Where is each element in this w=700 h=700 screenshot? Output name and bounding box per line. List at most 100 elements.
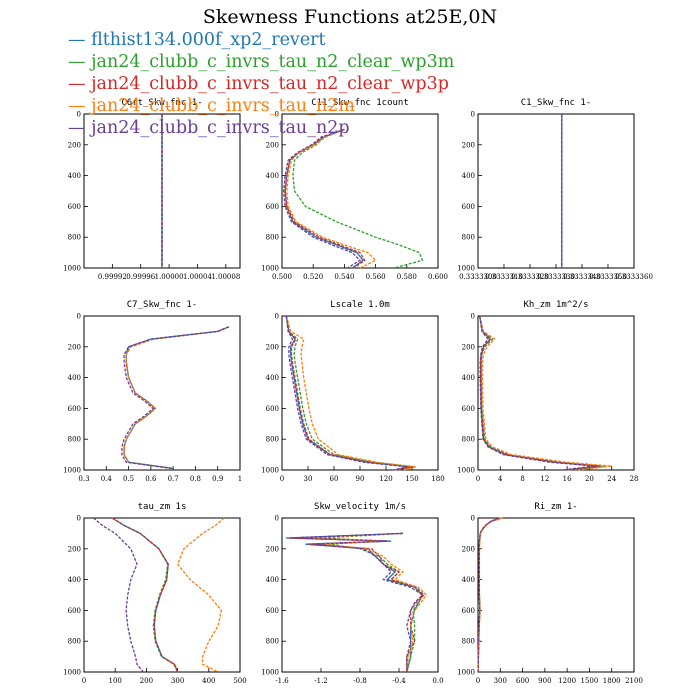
y-tick-label: 200 (68, 545, 81, 553)
series-line (477, 517, 500, 673)
x-tick-label: 0.500 (272, 273, 292, 281)
x-tick-label: 0.8 (190, 475, 201, 483)
y-tick-label: 200 (462, 545, 475, 553)
y-tick-label: 400 (266, 576, 279, 584)
y-tick-label: 1000 (457, 669, 475, 677)
y-tick-label: 1000 (261, 265, 279, 273)
series-line (477, 517, 502, 673)
y-tick-label: 800 (266, 638, 279, 646)
y-tick-label: 200 (68, 141, 81, 149)
series-line (477, 517, 502, 673)
page-title: Skewness Functions at25E,0N (202, 6, 498, 28)
y-tick-label: 800 (68, 638, 81, 646)
x-tick-label: 200 (140, 677, 153, 685)
y-tick-label: 200 (266, 545, 279, 553)
x-tick-label: 300 (171, 677, 184, 685)
x-tick-label: 0.3333340 (563, 273, 601, 281)
legend-label: flthist134.000f_xp2_revert (91, 30, 326, 50)
y-tick-label: 600 (462, 607, 475, 615)
x-tick-label: 0.600 (428, 273, 448, 281)
legend-swatch: — (68, 96, 92, 116)
y-tick-label: 800 (266, 436, 279, 444)
y-tick-label: 1000 (261, 467, 279, 475)
y-tick-label: 800 (68, 234, 81, 242)
series-line (282, 128, 362, 269)
x-tick-label: -1.2 (314, 677, 328, 685)
y-tick-label: 0 (275, 111, 279, 119)
y-tick-label: 200 (266, 343, 279, 351)
series-line (176, 517, 225, 673)
plot-title: C6rt_Skw_fnc 1- (121, 98, 202, 108)
x-tick-label: 0 (82, 677, 86, 685)
legend-swatch: — (68, 74, 92, 94)
y-tick-label: 0 (77, 313, 81, 321)
series-line (285, 315, 413, 471)
series-line (111, 517, 179, 673)
x-tick-label: 0.99996 (126, 273, 155, 281)
x-tick-label: 0.7 (168, 475, 179, 483)
x-tick-label: 150 (405, 475, 418, 483)
x-tick-label: 400 (202, 677, 215, 685)
x-tick-label: 600 (516, 677, 529, 685)
legend-item: — jan24_clubb_c_invrs_tau_n2_clear_wp3m (68, 52, 454, 72)
y-tick-label: 800 (68, 436, 81, 444)
y-tick-label: 400 (68, 374, 81, 382)
legend-swatch: — (68, 52, 92, 72)
y-tick-label: 200 (462, 343, 475, 351)
y-tick-label: 400 (266, 172, 279, 180)
x-tick-label: 300 (494, 677, 507, 685)
x-tick-label: 0.5 (123, 475, 134, 483)
series-line (286, 128, 377, 269)
series-line (313, 532, 428, 673)
series-line (285, 532, 424, 673)
y-tick-label: 0 (77, 515, 81, 523)
series-line (293, 532, 424, 672)
x-tick-label: 12 (540, 475, 549, 483)
x-tick-label: 0.520 (303, 273, 323, 281)
plot-title: C7_Skw_fnc 1- (127, 300, 197, 310)
legend-label: jan24_clubb_c_invrs_tau_n2_clear_wp3m (91, 52, 455, 72)
y-tick-label: 400 (68, 576, 81, 584)
plot-frame (83, 517, 241, 673)
x-tick-label: 60 (330, 475, 339, 483)
plot-title: Ri_zm 1- (534, 502, 577, 512)
x-tick-label: 16 (563, 475, 572, 483)
legend-item: — jan24_clubb_c_invrs_tau_n2p (68, 118, 350, 138)
plot-frame (477, 113, 635, 269)
y-tick-label: 200 (266, 141, 279, 149)
y-tick-label: 400 (266, 374, 279, 382)
plot-title: C1_Skw_fnc 1- (521, 98, 591, 108)
x-tick-label: 900 (538, 677, 551, 685)
x-tick-label: 0.0 (432, 677, 443, 685)
plot-title: Lscale 1.0m (330, 300, 390, 310)
plot-title: Kh_zm 1m^2/s (523, 300, 588, 310)
y-tick-label: 1000 (457, 265, 475, 273)
x-tick-label: 0.6 (145, 475, 157, 483)
plot-frame (477, 517, 635, 673)
plot-title: Skw_velocity 1m/s (314, 502, 406, 512)
x-tick-label: 0.3 (78, 475, 89, 483)
series-line (289, 532, 425, 672)
y-tick-label: 0 (471, 313, 475, 321)
legend-label: jan24_clubb_c_invrs_tau_n2_clear_wp3p (91, 74, 449, 94)
y-tick-label: 400 (68, 172, 81, 180)
x-tick-label: 0.3333360 (615, 273, 653, 281)
x-tick-label: 24 (607, 475, 616, 483)
y-tick-label: 1000 (63, 265, 81, 273)
y-tick-label: 600 (462, 203, 475, 211)
y-tick-label: 0 (275, 313, 279, 321)
series-line (479, 315, 601, 471)
y-tick-label: 600 (68, 405, 81, 413)
series-line (92, 517, 144, 673)
x-tick-label: 0.540 (334, 273, 354, 281)
series-line (479, 315, 612, 471)
series-line (292, 128, 424, 269)
series-line (479, 315, 601, 471)
x-tick-label: 20 (585, 475, 594, 483)
x-tick-label: 500 (233, 677, 246, 685)
y-tick-label: 800 (462, 436, 475, 444)
x-tick-label: 0.99992 (98, 273, 127, 281)
x-tick-label: 8 (520, 475, 524, 483)
series-line (477, 517, 503, 673)
x-tick-label: -0.4 (392, 677, 406, 685)
